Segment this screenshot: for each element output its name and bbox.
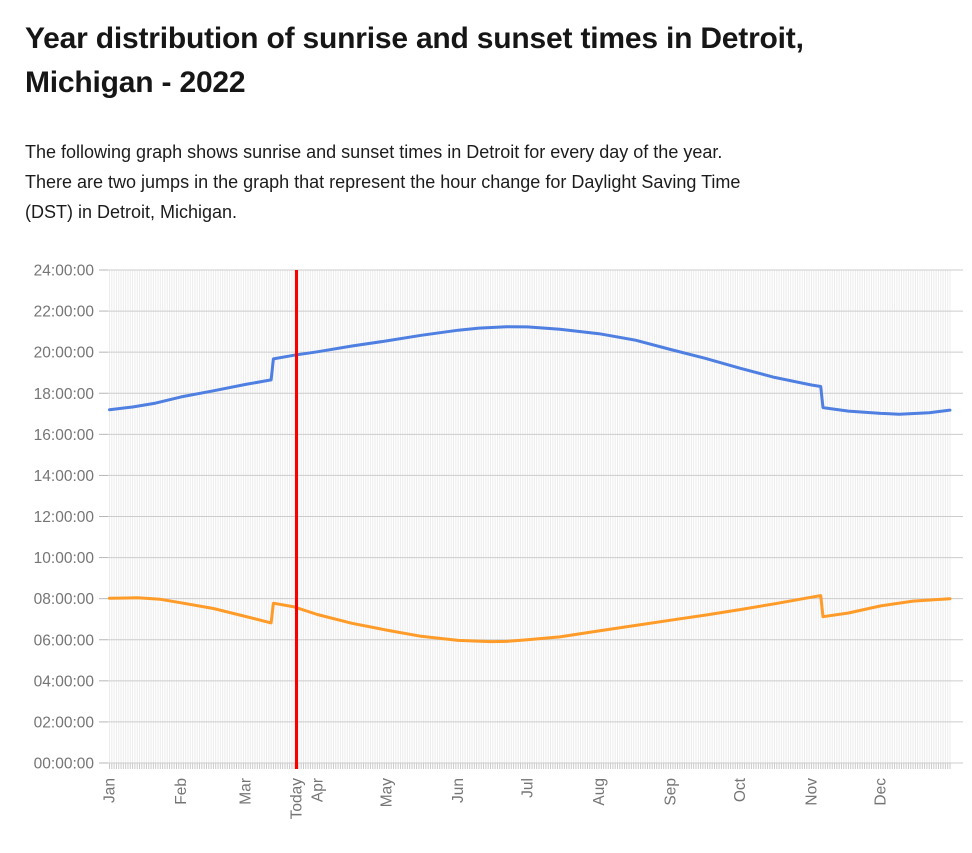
sunrise-sunset-chart[interactable]: 24:00:00 22:00:00 20:00:00 18:00:00 16:00:00… [0, 258, 972, 853]
description-line-2: There are two jumps in the graph that re… [25, 172, 741, 192]
x-axis-label-aug: Aug [591, 778, 608, 806]
page-title-line-2: Michigan - 2022 [25, 66, 246, 99]
y-axis-label: 02:00:00 [34, 714, 95, 731]
sunrise-line [108, 594, 952, 644]
x-axis-label-apr: Apr [309, 778, 326, 802]
x-axis-labels: Jan Feb Mar Apr May Jun Jul Aug Sep Oct Nov Dec Toda… [102, 777, 890, 819]
y-axis-label: 18:00:00 [34, 386, 95, 403]
y-axis-labels: 24:00:00 22:00:00 20:00:00 18:00:00 16:00:00… [34, 263, 95, 773]
y-axis-label: 22:00:00 [34, 304, 95, 321]
description-line-1: The following graph shows sunrise and su… [25, 142, 723, 162]
hour-gridlines [99, 269, 963, 764]
x-axis-label-jun: Jun [450, 778, 467, 803]
article-header: Year distribution of sunrise and sunset … [0, 0, 972, 227]
y-axis-label: 06:00:00 [34, 632, 95, 649]
y-axis-label: 00:00:00 [34, 756, 95, 773]
y-axis-label: 24:00:00 [34, 263, 95, 280]
x-axis-label-nov: Nov [804, 778, 821, 806]
x-axis-label-jul: Jul [519, 778, 536, 798]
y-axis-label: 04:00:00 [34, 673, 95, 690]
x-axis-label-may: May [379, 778, 396, 808]
y-axis-label: 20:00:00 [34, 345, 95, 362]
page-title: Year distribution of sunrise and sunset … [25, 17, 948, 105]
x-axis-label-oct: Oct [732, 777, 749, 802]
x-axis-label-sep: Sep [663, 778, 680, 806]
description-line-3: (DST) in Detroit, Michigan. [25, 202, 238, 222]
day-tick-marks [109, 763, 951, 769]
x-axis-label-feb: Feb [173, 778, 190, 805]
y-axis-label: 08:00:00 [34, 591, 95, 608]
y-axis-label: 14:00:00 [34, 468, 95, 485]
y-axis-label: 12:00:00 [34, 509, 95, 526]
x-axis-label-mar: Mar [238, 778, 255, 805]
x-axis-label-dec: Dec [873, 778, 890, 806]
sunset-line [108, 325, 952, 416]
x-axis-label-jan: Jan [102, 778, 119, 803]
x-axis-label-today: Today [289, 778, 306, 820]
y-axis-label: 10:00:00 [34, 550, 95, 567]
page-title-line-1: Year distribution of sunrise and sunset … [25, 22, 804, 55]
chart-description: The following graph shows sunrise and su… [25, 137, 948, 227]
y-axis-label: 16:00:00 [34, 427, 95, 444]
